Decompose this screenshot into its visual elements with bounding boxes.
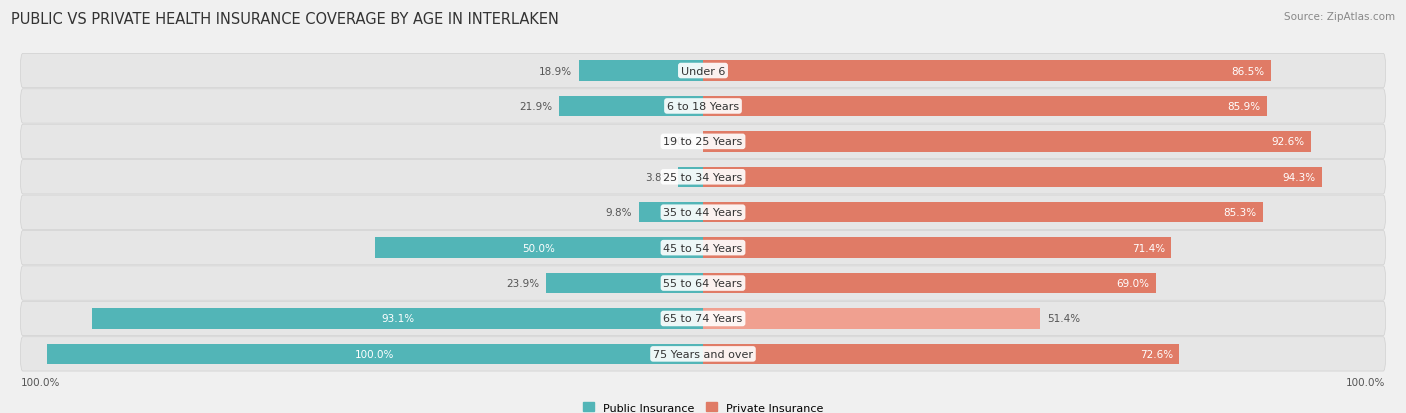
Text: 85.9%: 85.9% bbox=[1227, 102, 1260, 112]
Bar bbox=[579, 61, 703, 82]
Text: 75 Years and over: 75 Years and over bbox=[652, 349, 754, 359]
Text: 93.1%: 93.1% bbox=[381, 314, 415, 324]
Bar bbox=[703, 344, 1180, 364]
Text: 100.0%: 100.0% bbox=[1346, 377, 1385, 387]
Text: 19 to 25 Years: 19 to 25 Years bbox=[664, 137, 742, 147]
Bar bbox=[703, 167, 1322, 188]
Bar bbox=[546, 273, 703, 294]
Text: 6 to 18 Years: 6 to 18 Years bbox=[666, 102, 740, 112]
Bar bbox=[703, 97, 1267, 117]
Bar bbox=[46, 344, 703, 364]
FancyBboxPatch shape bbox=[21, 54, 1385, 88]
Bar bbox=[703, 273, 1156, 294]
Text: 69.0%: 69.0% bbox=[1116, 278, 1149, 288]
Text: 72.6%: 72.6% bbox=[1140, 349, 1173, 359]
Bar bbox=[560, 97, 703, 117]
Text: 3.8%: 3.8% bbox=[645, 172, 672, 183]
FancyBboxPatch shape bbox=[21, 301, 1385, 336]
Text: 35 to 44 Years: 35 to 44 Years bbox=[664, 208, 742, 218]
FancyBboxPatch shape bbox=[21, 196, 1385, 230]
Legend: Public Insurance, Private Insurance: Public Insurance, Private Insurance bbox=[579, 398, 827, 413]
Bar bbox=[703, 309, 1040, 329]
Text: 100.0%: 100.0% bbox=[356, 349, 395, 359]
Text: 18.9%: 18.9% bbox=[540, 66, 572, 76]
FancyBboxPatch shape bbox=[21, 160, 1385, 195]
FancyBboxPatch shape bbox=[21, 231, 1385, 265]
FancyBboxPatch shape bbox=[21, 337, 1385, 371]
Bar bbox=[703, 202, 1263, 223]
FancyBboxPatch shape bbox=[21, 90, 1385, 124]
Text: 55 to 64 Years: 55 to 64 Years bbox=[664, 278, 742, 288]
Text: 0.0%: 0.0% bbox=[666, 137, 693, 147]
Text: 50.0%: 50.0% bbox=[523, 243, 555, 253]
Bar bbox=[375, 238, 703, 258]
Text: Under 6: Under 6 bbox=[681, 66, 725, 76]
Text: 51.4%: 51.4% bbox=[1047, 314, 1080, 324]
Bar bbox=[703, 61, 1271, 82]
Text: 86.5%: 86.5% bbox=[1230, 66, 1264, 76]
Bar bbox=[638, 202, 703, 223]
Text: 25 to 34 Years: 25 to 34 Years bbox=[664, 172, 742, 183]
Text: 9.8%: 9.8% bbox=[606, 208, 633, 218]
Text: 21.9%: 21.9% bbox=[520, 102, 553, 112]
Text: 23.9%: 23.9% bbox=[506, 278, 540, 288]
Text: 92.6%: 92.6% bbox=[1271, 137, 1303, 147]
Bar bbox=[703, 132, 1310, 152]
Text: Source: ZipAtlas.com: Source: ZipAtlas.com bbox=[1284, 12, 1395, 22]
Text: 94.3%: 94.3% bbox=[1282, 172, 1315, 183]
FancyBboxPatch shape bbox=[21, 125, 1385, 159]
Text: 71.4%: 71.4% bbox=[1132, 243, 1166, 253]
Text: 85.3%: 85.3% bbox=[1223, 208, 1256, 218]
FancyBboxPatch shape bbox=[21, 266, 1385, 301]
Bar bbox=[93, 309, 703, 329]
Bar bbox=[678, 167, 703, 188]
Bar bbox=[703, 238, 1171, 258]
Text: PUBLIC VS PRIVATE HEALTH INSURANCE COVERAGE BY AGE IN INTERLAKEN: PUBLIC VS PRIVATE HEALTH INSURANCE COVER… bbox=[11, 12, 560, 27]
Text: 100.0%: 100.0% bbox=[21, 377, 60, 387]
Text: 45 to 54 Years: 45 to 54 Years bbox=[664, 243, 742, 253]
Text: 65 to 74 Years: 65 to 74 Years bbox=[664, 314, 742, 324]
